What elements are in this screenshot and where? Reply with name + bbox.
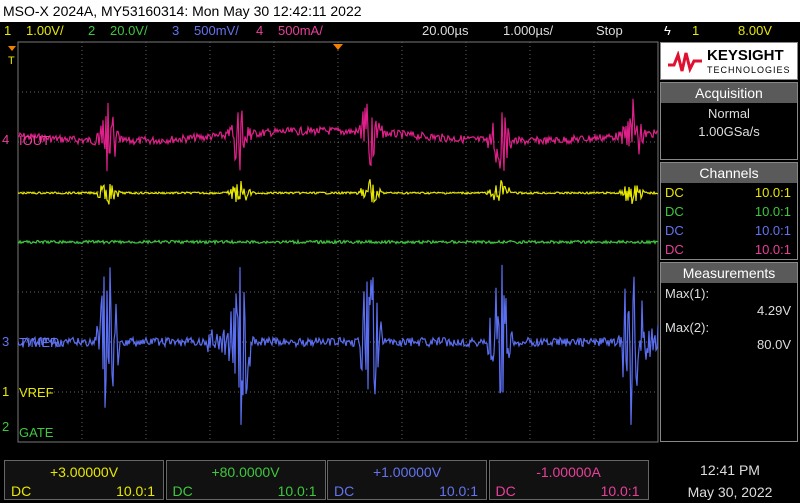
channel-number[interactable]: 4 bbox=[256, 23, 264, 38]
trigger-channel[interactable]: 1 bbox=[692, 23, 700, 38]
probe-ratio: 10.0:1 bbox=[116, 483, 155, 499]
probe-ratio: 10.0:1 bbox=[754, 204, 791, 219]
offset: +1.00000V bbox=[372, 464, 442, 480]
sample-rate: 1.00GSa/s bbox=[698, 124, 760, 139]
channel-label: TIMER bbox=[19, 335, 59, 350]
coupling: DC bbox=[334, 483, 355, 499]
side-panel: KEYSIGHT TECHNOLOGIES Acquisition Normal… bbox=[660, 40, 800, 442]
waveform-trace bbox=[17, 264, 659, 425]
waveform-trace bbox=[17, 238, 659, 246]
title-bar: MSO-X 2024A, MY53160314: Mon May 30 12:4… bbox=[0, 0, 800, 22]
channel-scale[interactable]: 500mA/ bbox=[278, 23, 323, 38]
coupling: DC bbox=[665, 223, 684, 238]
offset: +80.0000V bbox=[211, 464, 280, 480]
trigger-icon: ϟ bbox=[664, 23, 671, 38]
measurement-label: Max(1): bbox=[665, 286, 710, 301]
channel-label: GATE bbox=[19, 425, 54, 440]
channel-row: DC 10.0:1 bbox=[661, 240, 797, 259]
probe-ratio: 10.0:1 bbox=[754, 242, 791, 257]
coupling: DC bbox=[495, 483, 516, 499]
channel-number: 3 bbox=[2, 334, 9, 349]
offset: -1.00000A bbox=[536, 464, 601, 480]
trigger-level[interactable]: 8.00V bbox=[738, 23, 772, 38]
brand: KEYSIGHT bbox=[707, 47, 784, 64]
channel-number[interactable]: 3 bbox=[172, 23, 180, 38]
channel-offset-box[interactable]: +3.00000V DC 10.0:1 bbox=[4, 460, 164, 500]
measurement-value: 4.29V bbox=[757, 303, 791, 318]
delay-marker bbox=[333, 44, 343, 50]
graticule: T 4 IOUT 3 TIMER 1 VREF 2 GATE bbox=[2, 41, 659, 443]
logo: KEYSIGHT TECHNOLOGIES bbox=[660, 42, 798, 80]
measurements-box[interactable]: Measurements Max(1): 4.29V Max(2): 80.0V bbox=[660, 262, 798, 442]
channel-number: 2 bbox=[2, 419, 9, 434]
measurement-label: Max(2): bbox=[665, 320, 710, 335]
acquisition-mode: Normal bbox=[708, 106, 750, 121]
channel-row: DC 10.0:1 bbox=[661, 221, 797, 240]
run-state[interactable]: Stop bbox=[596, 23, 623, 38]
channel-offset-box[interactable]: -1.00000A DC 10.0:1 bbox=[488, 460, 649, 500]
box-heading: Measurements bbox=[661, 263, 797, 283]
probe-ratio: 10.0:1 bbox=[277, 483, 317, 499]
logo-mark bbox=[668, 51, 702, 73]
offset: +3.00000V bbox=[49, 464, 119, 480]
coupling: DC bbox=[665, 185, 684, 200]
channel-row: DC 10.0:1 bbox=[661, 202, 797, 221]
coupling: DC bbox=[665, 242, 684, 257]
waveforms bbox=[17, 98, 659, 425]
channel-number[interactable]: 2 bbox=[88, 23, 96, 38]
timebase[interactable]: 20.00µs bbox=[422, 23, 469, 38]
trigger-position-marker bbox=[8, 46, 16, 51]
channel-number[interactable]: 1 bbox=[4, 23, 12, 38]
acquisition-box[interactable]: Acquisition Normal 1.00GSa/s bbox=[660, 82, 798, 160]
channel-scale[interactable]: 20.0V/ bbox=[110, 23, 148, 38]
coupling: DC bbox=[172, 483, 193, 499]
channel-number: 4 bbox=[2, 132, 9, 147]
clock-date: May 30, 2022 bbox=[687, 484, 773, 500]
box-heading: Channels bbox=[661, 163, 797, 183]
footer: +3.00000V DC 10.0:1 +80.0000V DC 10.0:1 +1.000… bbox=[0, 458, 800, 503]
channel-number: 1 bbox=[2, 384, 9, 399]
status-bar: 1 1.00V/ 2 20.0V/ 3 500mV/ 4 500mA/ 20.0… bbox=[0, 22, 800, 40]
probe-ratio: 10.0:1 bbox=[439, 483, 478, 499]
channel-offset-box[interactable]: +1.00000V DC 10.0:1 bbox=[327, 460, 487, 500]
coupling: DC bbox=[11, 483, 32, 499]
probe-ratio: 10.0:1 bbox=[754, 185, 791, 200]
waveform-trace bbox=[17, 179, 659, 205]
channels-box[interactable]: Channels DC 10.0:1 DC 10.0:1 DC 10.0:1 DC 10.0:… bbox=[660, 162, 798, 260]
clock-time: 12:41 PM bbox=[700, 462, 760, 478]
channel-label: IOUT bbox=[19, 133, 50, 148]
probe-ratio: 10.0:1 bbox=[600, 483, 640, 499]
waveform-trace bbox=[17, 98, 659, 172]
channel-scale[interactable]: 500mV/ bbox=[194, 23, 239, 38]
channel-offset-box[interactable]: +80.0000V DC 10.0:1 bbox=[165, 460, 326, 500]
measurement-value: 80.0V bbox=[757, 337, 791, 352]
delay[interactable]: 1.000µs/ bbox=[503, 23, 554, 38]
brand-sub: TECHNOLOGIES bbox=[707, 65, 791, 75]
channel-scale[interactable]: 1.00V/ bbox=[26, 23, 64, 38]
trigger-level-marker: T bbox=[8, 55, 15, 67]
coupling: DC bbox=[665, 204, 684, 219]
channel-row: DC 10.0:1 bbox=[661, 183, 797, 202]
box-heading: Acquisition bbox=[661, 83, 797, 103]
probe-ratio: 10.0:1 bbox=[754, 223, 791, 238]
channel-label: VREF bbox=[19, 385, 54, 400]
